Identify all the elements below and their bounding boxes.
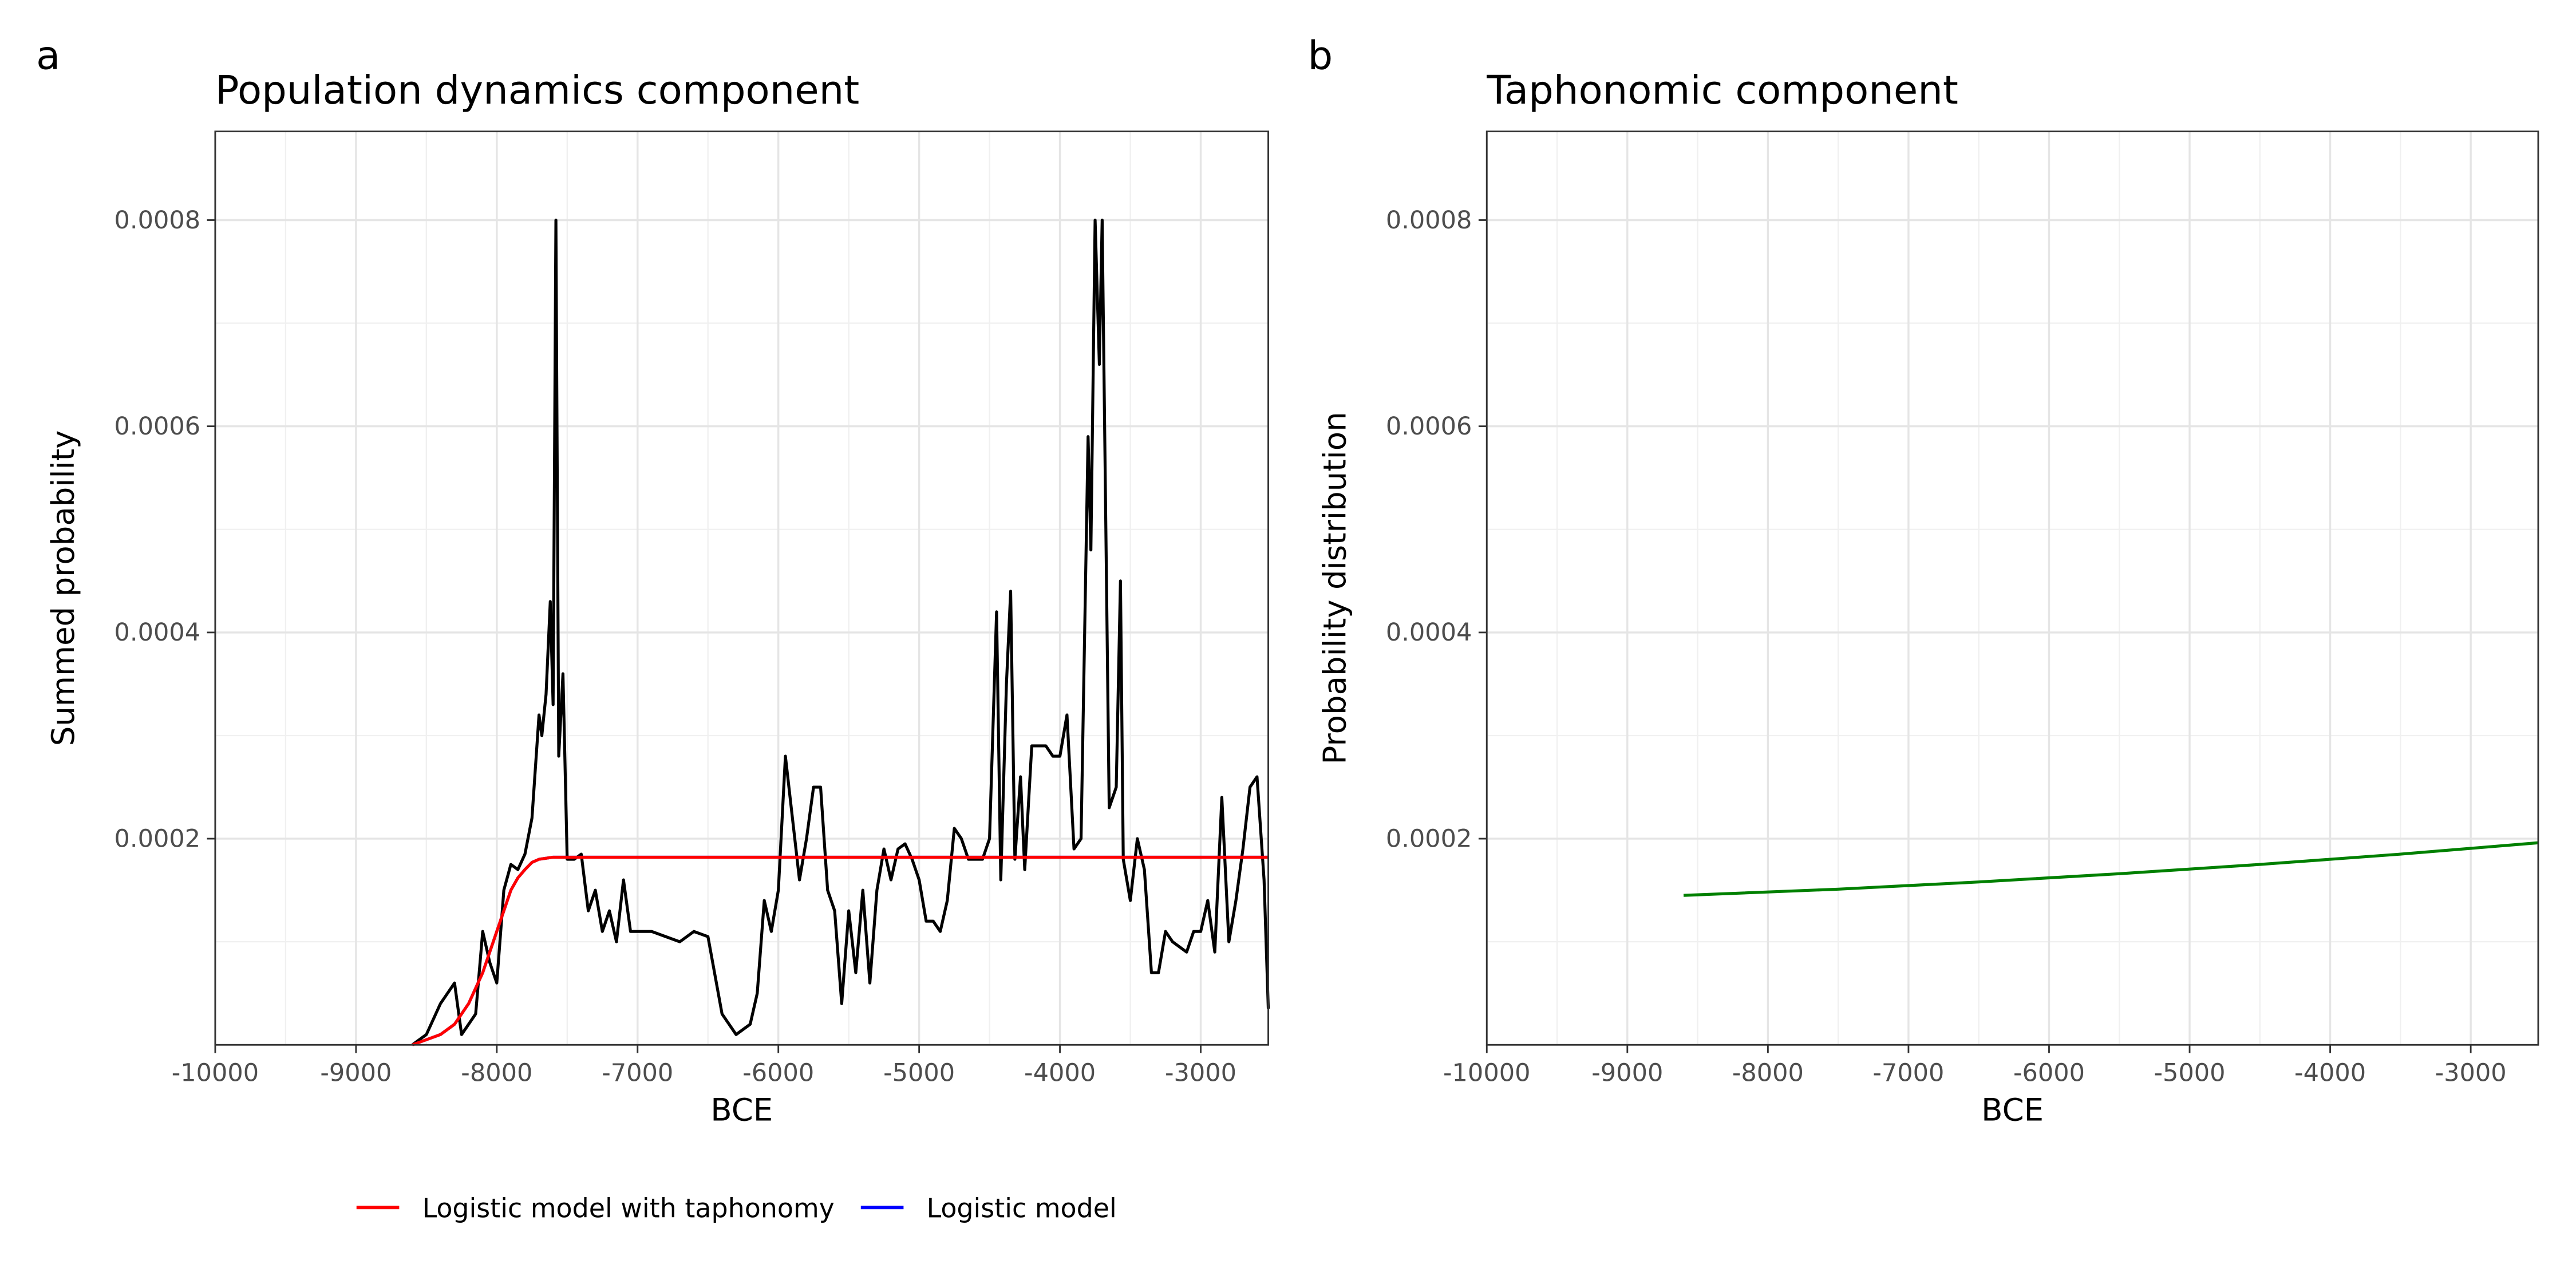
plot-frame	[214, 131, 1269, 1046]
x-tick-label: -3000	[1165, 1058, 1236, 1087]
data-line	[411, 218, 1270, 1046]
y-axis-title: Summed probability	[45, 430, 81, 746]
x-tick-label: -5000	[883, 1058, 955, 1087]
x-tick-label: -6000	[742, 1058, 814, 1087]
x-tick-label: -5000	[2154, 1058, 2225, 1087]
x-axis-title: BCE	[710, 1091, 773, 1128]
y-tick-label: 0.0002	[1386, 824, 1472, 853]
y-tick-label: 0.0008	[114, 206, 201, 235]
y-tick-label: 0.0006	[1386, 412, 1472, 441]
y-tick-label: 0.0004	[114, 618, 201, 647]
x-tick-label: -4000	[2294, 1058, 2366, 1087]
plot-background	[215, 131, 1269, 1045]
chart-title: Population dynamics component	[215, 68, 859, 113]
x-tick-label: -6000	[2013, 1058, 2085, 1087]
data-line	[1683, 841, 2539, 897]
x-tick-label: -4000	[1024, 1058, 1096, 1087]
plot-frame	[1485, 131, 2539, 1046]
legend-label: Logistic model with taphonomy	[422, 1193, 835, 1224]
plot-background	[1487, 131, 2538, 1045]
panel-label: b	[1307, 33, 1333, 79]
chart-title: Taphonomic component	[1486, 68, 1958, 113]
x-tick-label: -10000	[172, 1058, 259, 1087]
y-tick-label: 0.0002	[114, 824, 201, 853]
x-tick-label: -7000	[1872, 1058, 1944, 1087]
x-tick-label: -8000	[1732, 1058, 1804, 1087]
y-tick-label: 0.0006	[114, 412, 201, 441]
y-axis-title: Probability distribution	[1316, 412, 1353, 764]
x-tick-label: -7000	[602, 1058, 673, 1087]
legend-label: Logistic model	[927, 1193, 1117, 1224]
x-tick-label: -9000	[320, 1058, 392, 1087]
y-tick-label: 0.0004	[1386, 618, 1472, 647]
x-axis-title: BCE	[1981, 1091, 2044, 1128]
x-tick-label: -8000	[461, 1058, 532, 1087]
data-line	[412, 855, 1269, 1046]
x-tick-label: -10000	[1443, 1058, 1530, 1087]
x-tick-label: -3000	[2435, 1058, 2507, 1087]
y-tick-label: 0.0008	[1386, 206, 1472, 235]
panel-label: a	[36, 33, 60, 79]
x-tick-label: -9000	[1591, 1058, 1663, 1087]
